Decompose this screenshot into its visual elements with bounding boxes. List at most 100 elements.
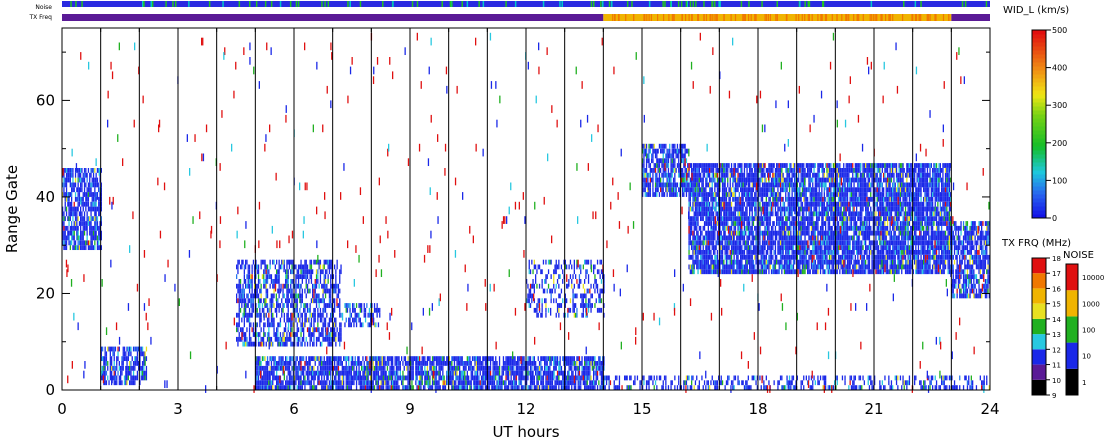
heatmap-cell (577, 380, 579, 386)
heatmap-cell (85, 245, 87, 251)
heatmap-cell (737, 245, 739, 251)
heatmap-cell (303, 380, 305, 386)
heatmap-cell (331, 336, 333, 342)
heatmap-cell (138, 346, 140, 352)
heatmap-cell (550, 293, 552, 299)
heatmap-cell (684, 172, 686, 178)
heatmap-cell (457, 385, 459, 391)
heatmap-cell (285, 283, 287, 289)
heatmap-cell (395, 385, 398, 391)
heatmap-cell (527, 365, 529, 371)
heatmap-cell (431, 375, 434, 381)
heatmap-cell (109, 351, 111, 357)
heatmap-cell (756, 196, 758, 202)
heatmap-cell (375, 375, 377, 381)
heatmap-cell (750, 163, 752, 168)
heatmap-cell (259, 341, 261, 347)
heatmap-cell (578, 375, 581, 381)
heatmap-cell (290, 269, 292, 275)
heatmap-cell (453, 356, 456, 362)
heatmap-cell (567, 283, 569, 289)
heatmap-cell (76, 196, 78, 202)
heatmap-cell (496, 385, 498, 391)
heatmap-cell (756, 172, 758, 178)
heatmap-cell (305, 283, 307, 289)
heatmap-cell (737, 211, 739, 217)
heatmap-cell (693, 172, 695, 178)
heatmap-cell (241, 259, 243, 265)
heatmap-cell (91, 192, 93, 197)
heatmap-cell (334, 322, 336, 328)
heatmap-cell (691, 192, 693, 197)
heatmap-cell (761, 269, 764, 275)
heatmap-cell (100, 346, 102, 352)
heatmap-cell (540, 312, 542, 318)
heatmap-cell (738, 235, 740, 241)
heatmap-cell (354, 312, 356, 318)
heatmap-cell (265, 312, 267, 318)
heatmap-cell (697, 206, 699, 212)
heatmap-cell (95, 177, 97, 183)
heatmap-cell (411, 385, 413, 391)
heatmap-cell (292, 312, 294, 318)
heatmap-cell (696, 163, 698, 168)
heatmap-cell (337, 336, 340, 342)
heatmap-cell (276, 380, 278, 386)
heatmap-cell (564, 293, 566, 299)
heatmap-cell (760, 259, 762, 265)
heatmap-cell (559, 365, 561, 371)
heatmap-cell (474, 356, 476, 362)
heatmap-cell (480, 375, 483, 381)
heatmap-cell (239, 327, 242, 333)
heatmap-cell (546, 365, 548, 371)
heatmap-cell (278, 303, 280, 308)
heatmap-cell (322, 332, 324, 337)
heatmap-cell (294, 312, 296, 318)
heatmap-cell (283, 317, 285, 323)
heatmap-cell (741, 211, 743, 217)
heatmap-cell (714, 245, 716, 251)
heatmap-cell (480, 361, 483, 366)
heatmap-cell (551, 380, 554, 386)
heatmap-cell (689, 163, 691, 168)
heatmap-cell (94, 230, 96, 236)
heatmap-cell (68, 201, 70, 207)
heatmap-cell (331, 341, 333, 347)
heatmap-cell (322, 283, 324, 289)
heatmap-cell (270, 307, 273, 313)
heatmap-cell (308, 288, 310, 294)
heatmap-cell (238, 322, 240, 328)
heatmap-cell (506, 385, 508, 391)
heatmap-cell (710, 235, 712, 241)
heatmap-cell (746, 196, 748, 202)
heatmap-cell (136, 370, 139, 376)
heatmap-cell (661, 163, 663, 168)
heatmap-cell (264, 370, 266, 376)
heatmap-cell (676, 148, 679, 154)
heatmap-cell (662, 187, 664, 193)
noise-strip-tick (807, 1, 809, 7)
heatmap-cell (319, 361, 322, 366)
heatmap-cell (376, 361, 378, 366)
heatmap-cell (495, 375, 497, 381)
heatmap-cell (584, 375, 586, 381)
heatmap-cell (527, 356, 529, 362)
heatmap-cell (117, 370, 119, 376)
heatmap-cell (678, 148, 680, 154)
heatmap-cell (290, 279, 292, 284)
heatmap-cell (573, 259, 575, 265)
heatmap-cell (263, 385, 265, 391)
heatmap-cell (702, 264, 704, 270)
heatmap-cell (250, 303, 252, 308)
heatmap-cell (691, 269, 693, 275)
heatmap-cell (487, 375, 489, 381)
heatmap-cell (544, 385, 546, 391)
txfreq-streak (918, 14, 920, 21)
heatmap-cell (508, 375, 510, 381)
heatmap-cell (118, 375, 120, 381)
heatmap-cell (444, 385, 447, 391)
heatmap-cell (340, 385, 342, 391)
heatmap-cell (718, 187, 720, 193)
heatmap-cell (599, 298, 601, 304)
heatmap-cell (285, 356, 287, 362)
